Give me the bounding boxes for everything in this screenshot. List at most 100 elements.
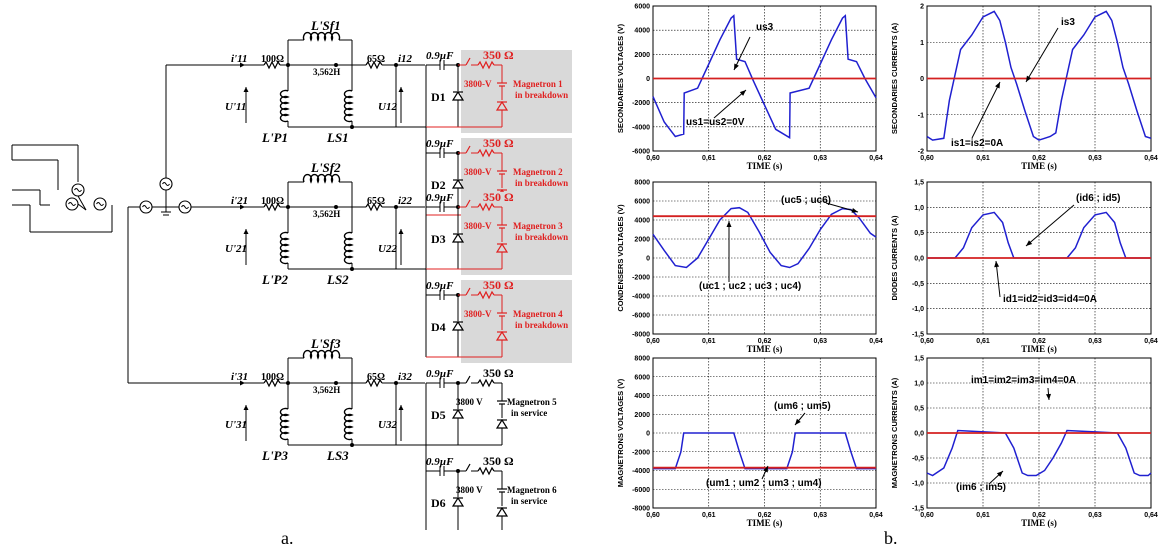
- stage-D6: 0.9µF D6 350 Ω 3800 V Magnetron 6in service: [425, 445, 557, 530]
- y-tick-label: -2000: [632, 449, 650, 456]
- annotation-arrowhead: [734, 63, 739, 70]
- label-capacitor: 0.9µF: [426, 192, 454, 204]
- stage-D3: 0.9µF D3 350 Ω 3800-V Magnetron 3in breakdow…: [425, 190, 572, 275]
- resistor-65: [365, 202, 383, 212]
- y-tick-label: -1,5: [912, 506, 924, 513]
- label-inductor-sf: L'Sf2: [310, 160, 341, 175]
- x-tick-label: 0,64: [1144, 512, 1158, 519]
- annotation-label: (id6 ; id5): [1076, 193, 1120, 204]
- x-tick-label: 0,63: [813, 155, 827, 162]
- y-tick-label: -0,5: [912, 281, 924, 288]
- resistor-100: [263, 202, 281, 212]
- breakdown-highlight: [461, 280, 572, 363]
- label-magnetron-state: in service: [511, 496, 547, 506]
- arrow-voltage-out-head: [398, 229, 404, 234]
- y-tick-label: 8000: [634, 180, 650, 187]
- x-tick-label: 0,63: [1088, 512, 1102, 519]
- annotation-label: is3: [1061, 17, 1075, 28]
- y-tick-label: -4000: [632, 468, 650, 475]
- y-tick-label: -6000: [632, 313, 650, 320]
- y-tick-label: -6000: [632, 149, 650, 156]
- x-tick-label: 0,62: [1032, 338, 1046, 345]
- y-tick-label: 6000: [634, 4, 650, 11]
- annotation-label: (im6 ; im5): [956, 482, 1006, 493]
- y-tick-label: 8000: [634, 356, 650, 363]
- annotation-arrow: [1025, 204, 1075, 247]
- annotation-label: (um1 ; um2 ; um3 ; um4): [706, 478, 822, 489]
- x-tick-label: 0,62: [758, 338, 772, 345]
- annotation-arrowhead: [763, 466, 768, 473]
- y-axis-label: SECONDARIES CURRENTS (A): [890, 22, 899, 134]
- label-voltage-in: U'21: [225, 243, 247, 255]
- inductor-p: [279, 407, 290, 441]
- label-current-out: i32: [398, 371, 413, 383]
- x-axis-label: TIME (s): [1021, 518, 1057, 528]
- arrow-current-in: [240, 380, 245, 386]
- branch-1: i'11 U'11 100Ω L'Sf1 3,562H L'P1 LS1 65Ω i12 U12 0…: [225, 18, 572, 221]
- arrow-voltage-out-head: [398, 87, 404, 92]
- x-tick-label: 0,60: [920, 155, 934, 162]
- resistor-100: [263, 378, 281, 388]
- magnetron-diode-icon: [495, 418, 509, 429]
- label-capacitor: 0.9µF: [426, 456, 454, 468]
- annotation-label: im1=im2=im3=im4=0A: [971, 375, 1076, 386]
- y-tick-label: -1,0: [912, 306, 924, 313]
- resistor-350: [477, 148, 495, 158]
- label-inductor-value: 3,562H: [313, 209, 340, 219]
- arrow-voltage-in-head: [243, 87, 249, 92]
- switch: [465, 287, 471, 296]
- y-tick-label: -6000: [632, 487, 650, 494]
- label-resistor-350: 350 Ω: [483, 190, 514, 204]
- label-current-in: i'21: [231, 195, 248, 207]
- x-tick-label: 0,60: [646, 512, 660, 519]
- y-tick-label: 4000: [634, 218, 650, 225]
- y-tick-label: -1,5: [912, 332, 924, 339]
- label-inductor-sf: L'Sf1: [310, 18, 341, 33]
- chart-panel: 0,60 0,61 0,62 0,63 0,64 8000 6000 4000 2000 0 -20…: [616, 180, 883, 355]
- y-tick-label: -1,0: [912, 481, 924, 488]
- generator-icon-wave: [181, 205, 189, 209]
- label-voltage-source: 3800-V: [464, 221, 492, 231]
- annotation-label: us3: [756, 22, 774, 33]
- y-tick-label: -0,5: [912, 456, 924, 463]
- switch: [465, 375, 471, 384]
- label-resistor1: 100Ω: [261, 54, 284, 65]
- signal-line: [926, 429, 1152, 477]
- annotation-arrow: [713, 89, 747, 119]
- label-capacitor: 0.9µF: [426, 50, 454, 62]
- x-tick-label: 0,60: [920, 512, 934, 519]
- label-diode: D2: [431, 178, 446, 192]
- y-tick-label: -1: [918, 112, 924, 119]
- label-inductor-s: LS3: [326, 448, 349, 463]
- label-magnetron-state: in service: [511, 408, 547, 418]
- annotation-arrowhead: [795, 418, 801, 425]
- breakdown-highlight: [461, 192, 572, 275]
- stage-D1: 0.9µF D1 350 Ω 3800-V Magnetron 1in breakdow…: [425, 48, 572, 133]
- label-inductor-p: L'P2: [261, 272, 288, 287]
- y-tick-label: 0: [646, 431, 650, 438]
- label-voltage-source: 3800-V: [464, 167, 492, 177]
- x-tick-label: 0,63: [813, 338, 827, 345]
- label-capacitor: 0.9µF: [426, 138, 454, 150]
- annotation-arrowhead: [996, 471, 1003, 477]
- junction-dot: [334, 205, 338, 209]
- label-resistor-350: 350 Ω: [483, 278, 514, 292]
- label-resistor1: 100Ω: [261, 372, 284, 383]
- annotation-arrowhead: [1026, 75, 1032, 82]
- x-tick-label: 0,60: [646, 338, 660, 345]
- signal-line: [926, 10, 1152, 141]
- label-inductor-value: 3,562H: [313, 67, 340, 77]
- y-tick-label: -2000: [632, 100, 650, 107]
- label-diode: D3: [431, 232, 446, 246]
- resistor-65: [365, 378, 383, 388]
- annotation-label: (um6 ; um5): [774, 401, 831, 412]
- y-tick-label: -8000: [632, 332, 650, 339]
- junction-dot: [350, 443, 354, 447]
- chart-panel: 0,60 0,61 0,62 0,63 0,64 1,5 1,0 0,5 0,0 -0,5 -1,0…: [890, 180, 1158, 355]
- y-tick-label: -8000: [632, 506, 650, 513]
- y-tick-label: 0,0: [914, 256, 924, 263]
- x-tick-label: 0,61: [976, 512, 990, 519]
- x-tick-label: 0,64: [1144, 338, 1158, 345]
- annotation-arrowhead: [726, 221, 732, 227]
- label-current-out: i12: [398, 53, 413, 65]
